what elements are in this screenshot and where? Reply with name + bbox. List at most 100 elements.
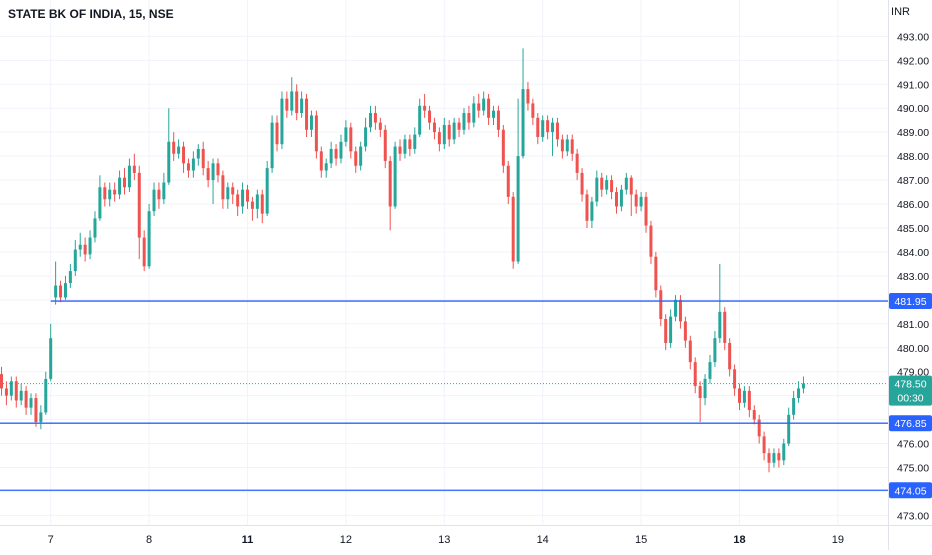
candle-body[interactable] <box>580 172 584 195</box>
candle-body[interactable] <box>403 139 407 154</box>
candle-body[interactable] <box>93 218 97 238</box>
candle-body[interactable] <box>693 362 697 387</box>
candle-body[interactable] <box>113 189 117 195</box>
candle-body[interactable] <box>191 158 195 171</box>
candle-body[interactable] <box>708 362 712 379</box>
candle-body[interactable] <box>644 196 648 226</box>
candle-body[interactable] <box>378 122 382 130</box>
candle-body[interactable] <box>688 340 692 363</box>
candle-body[interactable] <box>339 141 343 159</box>
candle-body[interactable] <box>270 122 274 169</box>
candle-body[interactable] <box>147 211 151 267</box>
candle-body[interactable] <box>723 311 727 343</box>
candle-body[interactable] <box>88 237 92 255</box>
candle-body[interactable] <box>551 122 555 133</box>
candle-body[interactable] <box>777 453 781 461</box>
candle-body[interactable] <box>246 189 249 202</box>
candle-body[interactable] <box>201 148 205 169</box>
candle-body[interactable] <box>718 311 722 339</box>
candle-body[interactable] <box>334 148 338 159</box>
candle-body[interactable] <box>127 165 131 188</box>
candle-body[interactable] <box>457 122 461 130</box>
candle-body[interactable] <box>285 98 289 111</box>
candle-body[interactable] <box>226 187 230 200</box>
candle-body[interactable] <box>467 113 471 123</box>
candle-body[interactable] <box>477 103 481 111</box>
candle-body[interactable] <box>265 168 269 214</box>
candle-body[interactable] <box>196 148 200 159</box>
candle-body[interactable] <box>4 388 8 396</box>
candle-body[interactable] <box>275 122 279 145</box>
candle-body[interactable] <box>211 163 215 181</box>
candle-body[interactable] <box>487 98 491 118</box>
candle-body[interactable] <box>108 189 112 200</box>
candle-body[interactable] <box>728 342 732 370</box>
candle-body[interactable] <box>747 390 751 411</box>
candle-body[interactable] <box>118 177 122 195</box>
candle-body[interactable] <box>590 201 594 221</box>
candle-body[interactable] <box>585 194 589 221</box>
candle-body[interactable] <box>683 321 687 341</box>
candle-body[interactable] <box>314 115 318 152</box>
candle-body[interactable] <box>506 165 510 197</box>
candle-body[interactable] <box>555 122 559 140</box>
candle-body[interactable] <box>742 390 746 403</box>
candle-body[interactable] <box>63 283 67 298</box>
candle-body[interactable] <box>757 419 761 437</box>
candle-body[interactable] <box>659 290 663 320</box>
candle-body[interactable] <box>703 378 707 399</box>
candle-body[interactable] <box>24 390 28 408</box>
candle-body[interactable] <box>349 127 353 152</box>
candle-body[interactable] <box>418 105 422 135</box>
candle-body[interactable] <box>678 299 682 322</box>
candle-body[interactable] <box>432 122 436 133</box>
candle-body[interactable] <box>752 410 756 420</box>
candle-body[interactable] <box>442 124 446 145</box>
candle-body[interactable] <box>132 165 136 173</box>
candle-body[interactable] <box>733 369 737 389</box>
candle-body[interactable] <box>501 129 505 166</box>
candle-body[interactable] <box>0 374 3 389</box>
candle-body[interactable] <box>531 103 535 118</box>
candle-body[interactable] <box>280 98 284 145</box>
candle-body[interactable] <box>787 414 791 444</box>
candle-body[interactable] <box>560 139 564 152</box>
candle-body[interactable] <box>123 177 126 188</box>
candle-body[interactable] <box>639 196 643 207</box>
candle-body[interactable] <box>472 103 476 123</box>
candle-body[interactable] <box>801 383 805 389</box>
candle-body[interactable] <box>9 381 13 396</box>
candle-body[interactable] <box>408 139 412 149</box>
candle-body[interactable] <box>570 139 574 154</box>
candle-body[interactable] <box>241 189 245 207</box>
candle-body[interactable] <box>634 194 638 207</box>
candle-body[interactable] <box>649 225 653 257</box>
candle-body[interactable] <box>610 180 614 193</box>
candle-body[interactable] <box>669 316 673 343</box>
candle-body[interactable] <box>300 98 304 114</box>
candle-body[interactable] <box>142 237 146 267</box>
candle-body[interactable] <box>767 453 771 463</box>
candle-body[interactable] <box>29 398 33 408</box>
candle-body[interactable] <box>98 187 102 219</box>
candle-body[interactable] <box>792 398 796 415</box>
candle-body[interactable] <box>354 151 358 166</box>
candle-body[interactable] <box>39 412 43 423</box>
candle-body[interactable] <box>713 338 717 363</box>
candle-body[interactable] <box>516 156 520 262</box>
candle-body[interactable] <box>68 271 72 284</box>
candle-body[interactable] <box>398 146 402 154</box>
candle-body[interactable] <box>324 163 328 171</box>
candle-body[interactable] <box>541 120 545 137</box>
candle-body[interactable] <box>624 177 628 190</box>
candle-body[interactable] <box>344 127 348 142</box>
candle-body[interactable] <box>295 91 299 114</box>
candle-body[interactable] <box>447 124 451 140</box>
candle-body[interactable] <box>521 89 525 157</box>
candle-body[interactable] <box>260 194 264 214</box>
candle-body[interactable] <box>157 189 161 200</box>
candle-body[interactable] <box>73 249 77 272</box>
candle-body[interactable] <box>482 98 486 111</box>
candle-body[interactable] <box>526 89 530 104</box>
candle-body[interactable] <box>413 134 417 149</box>
